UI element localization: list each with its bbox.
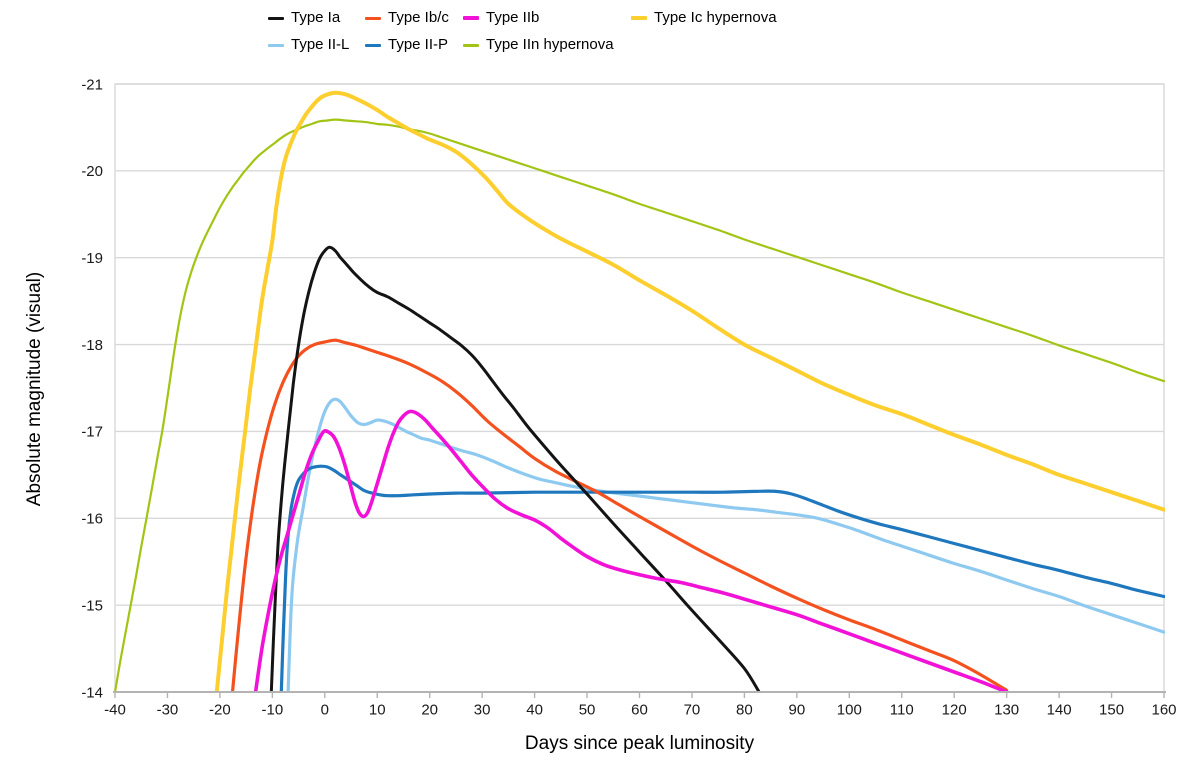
- x-tick-label: -30: [157, 701, 179, 718]
- legend-label-type-iin-hypernova: Type IIn hypernova: [486, 36, 614, 53]
- x-tick-label: 40: [526, 701, 543, 718]
- series-type-ia-line: [269, 245, 761, 692]
- chart-legend: Type Ia Type Ib/c Type IIb Type Ic hypernov…: [268, 7, 777, 56]
- legend-item-type-ia: Type Ia: [268, 7, 365, 29]
- x-axis: -40 -30 -20 -10 0 10 20 30 40 50 60 70 80 90 100 110 120…: [104, 691, 1177, 718]
- x-tick-label: 60: [631, 701, 648, 718]
- y-tick-label: -19: [81, 250, 103, 267]
- legend-item-type-ii-p: Type II-P: [365, 34, 463, 56]
- y-tick-label: -17: [81, 424, 103, 441]
- legend-item-type-ii-l: Type II-L: [268, 34, 365, 56]
- y-tick-label: -20: [81, 163, 103, 180]
- y-tick-label: -15: [81, 597, 103, 614]
- x-tick-label: 110: [890, 701, 914, 718]
- x-tick-label: -20: [209, 701, 231, 718]
- gridlines: -21 -20 -19 -18 -17 -16 -15 -14: [81, 76, 1164, 701]
- legend-label-type-iib: Type IIb: [486, 9, 540, 26]
- series-curves: [114, 90, 1165, 692]
- x-tick-label: 50: [579, 701, 596, 718]
- series-type-iin-hypernova-line: [114, 118, 1165, 692]
- legend-label-type-ia: Type Ia: [291, 9, 341, 26]
- x-tick-label: 10: [369, 701, 386, 718]
- x-tick-label: 80: [736, 701, 753, 718]
- legend-item-type-ib-c: Type Ib/c: [365, 7, 463, 29]
- x-tick-label: 0: [321, 701, 329, 718]
- x-tick-label: 90: [789, 701, 806, 718]
- legend-swatch-type-iin-hypernova: [463, 43, 479, 47]
- x-tick-label: -10: [262, 701, 284, 718]
- x-tick-label: 20: [421, 701, 438, 718]
- y-tick-label: -14: [81, 684, 103, 701]
- legend-swatch-type-ii-l: [268, 43, 284, 47]
- legend-item-type-iin-hypernova: Type IIn hypernova: [463, 34, 631, 56]
- legend-item-type-ic-hypernova: Type Ic hypernova: [631, 7, 777, 29]
- legend-swatch-type-ib-c: [365, 16, 381, 20]
- legend-swatch-type-ii-p: [365, 43, 381, 47]
- series-type-iib-line: [253, 409, 1009, 692]
- legend-swatch-type-ic-hypernova: [631, 16, 647, 20]
- x-tick-label: -40: [104, 701, 126, 718]
- legend-label-type-ib-c: Type Ib/c: [388, 9, 449, 26]
- y-tick-label: -16: [81, 511, 103, 528]
- x-tick-label: 100: [837, 701, 862, 718]
- x-axis-title: Days since peak luminosity: [524, 733, 755, 754]
- x-tick-label: 120: [942, 701, 967, 718]
- x-tick-label: 160: [1151, 701, 1176, 718]
- legend-swatch-type-ia: [268, 16, 284, 20]
- x-tick-label: 140: [1047, 701, 1072, 718]
- y-tick-label: -18: [81, 337, 103, 354]
- legend-swatch-type-iib: [463, 16, 479, 20]
- x-tick-label: 70: [684, 701, 701, 718]
- x-tick-label: 30: [474, 701, 491, 718]
- y-tick-label: -21: [81, 76, 103, 93]
- legend-label-type-ic-hypernova: Type Ic hypernova: [654, 9, 777, 26]
- legend-label-type-ii-p: Type II-P: [388, 36, 449, 53]
- series-type-ii-l-line: [286, 397, 1165, 692]
- legend-label-type-ii-l: Type II-L: [291, 36, 350, 53]
- plot-border: [114, 83, 1165, 692]
- x-tick-label: 150: [1099, 701, 1124, 718]
- series-type-ic-hypernova-line: [214, 90, 1165, 692]
- series-type-ib-c-line: [230, 338, 1009, 692]
- legend-item-type-iib: Type IIb: [463, 7, 631, 29]
- x-tick-label: 130: [994, 701, 1019, 718]
- series-type-ii-p-line: [279, 464, 1165, 692]
